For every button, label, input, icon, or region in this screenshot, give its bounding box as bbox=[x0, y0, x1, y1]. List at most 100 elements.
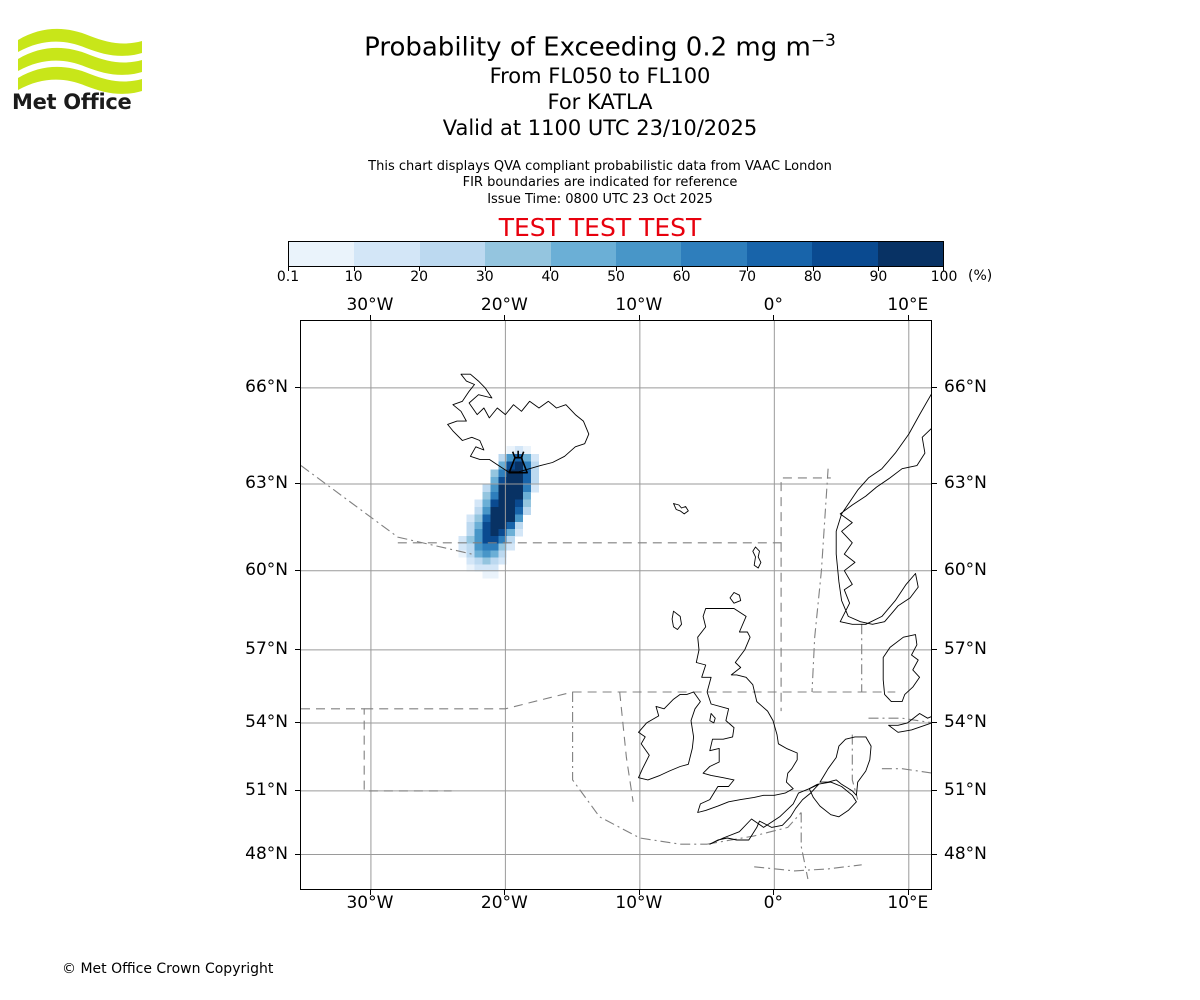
lat-tick-right-3 bbox=[932, 648, 937, 650]
probability-cell bbox=[490, 521, 499, 530]
colorbar-tick-90: 90 bbox=[869, 269, 888, 285]
probability-cell bbox=[458, 550, 467, 558]
probability-cell bbox=[506, 514, 515, 523]
probability-cell bbox=[498, 521, 507, 530]
colorbar-tickmark-30 bbox=[484, 267, 486, 271]
lon-tick-top-0 bbox=[369, 315, 371, 320]
probability-cell bbox=[482, 543, 491, 551]
katla-volcano-marker bbox=[508, 450, 528, 474]
colorbar-band-0 bbox=[289, 242, 355, 266]
colorbar-band-2 bbox=[419, 242, 486, 266]
lat-label-right-5: 51°N bbox=[944, 779, 987, 800]
colorbar-band-8 bbox=[812, 242, 878, 266]
coastline-faroe bbox=[673, 503, 689, 515]
fir-boundary-line bbox=[364, 691, 573, 710]
probability-cell bbox=[522, 445, 531, 455]
colorbar-band-7 bbox=[746, 242, 813, 266]
page-title: Probability of Exceeding 0.2 mg m−3 bbox=[0, 26, 1200, 63]
note-qva-compliance: This chart displays QVA compliant probab… bbox=[368, 159, 832, 174]
probability-cell bbox=[482, 492, 491, 500]
map-gridlines bbox=[301, 321, 931, 889]
probability-cell bbox=[498, 484, 507, 493]
lat-tick-right-2 bbox=[932, 569, 937, 571]
lon-label-bottom-0: 30°W bbox=[346, 893, 394, 913]
probability-cell bbox=[482, 507, 491, 515]
colorbar-unit-label: (%) bbox=[968, 268, 993, 284]
probability-cell bbox=[474, 536, 483, 544]
lat-label-left-2: 60°N bbox=[245, 559, 288, 580]
probability-cell bbox=[474, 499, 483, 508]
coastline-france_north bbox=[709, 783, 820, 845]
probability-cell bbox=[506, 543, 515, 551]
colorbar-tick-labels: 0.1 10 20 30 40 50 60 70 80 90 100 bbox=[277, 268, 958, 288]
probability-cell bbox=[506, 477, 515, 485]
probability-cell bbox=[490, 507, 499, 515]
subtitle-flight-levels: From FL050 to FL100 bbox=[489, 64, 711, 88]
fir-boundary-line bbox=[301, 708, 452, 792]
probability-cell bbox=[498, 550, 507, 558]
probability-cell bbox=[530, 453, 540, 462]
colorbar-tick-50: 50 bbox=[607, 269, 625, 285]
note-issue-time: Issue Time: 0800 UTC 23 Oct 2025 bbox=[487, 192, 713, 207]
probability-cell bbox=[490, 543, 499, 551]
probability-cell bbox=[490, 564, 499, 572]
probability-cell bbox=[490, 536, 499, 544]
probability-cell bbox=[506, 461, 515, 470]
lon-tick-bottom-4 bbox=[907, 890, 909, 895]
lat-tick-right-5 bbox=[932, 789, 937, 791]
probability-cell bbox=[506, 445, 515, 455]
lat-tick-right-0 bbox=[932, 386, 937, 388]
colorbar-tickmark-100 bbox=[943, 267, 944, 271]
probability-cell bbox=[482, 571, 491, 579]
colorbar-band-9 bbox=[877, 242, 944, 266]
coastline-hebrides bbox=[671, 610, 682, 630]
lon-label-bottom-2: 10°W bbox=[615, 893, 663, 913]
lon-tick-bottom-0 bbox=[369, 890, 371, 895]
probability-cell bbox=[522, 477, 531, 485]
probability-cell bbox=[522, 507, 531, 515]
lon-tick-top-1 bbox=[504, 315, 506, 320]
lon-label-bottom-3: 0° bbox=[763, 893, 783, 913]
coastline-germany_n bbox=[888, 713, 931, 733]
lon-tick-top-4 bbox=[907, 315, 909, 320]
colorbar-tickmarks bbox=[288, 267, 944, 272]
colorbar-tick-10: 10 bbox=[344, 269, 363, 285]
probability-cell bbox=[466, 564, 475, 572]
probability-cell bbox=[522, 499, 531, 508]
colorbar-tick-30: 30 bbox=[475, 269, 494, 285]
lon-tick-bottom-3 bbox=[773, 890, 775, 895]
probability-cell bbox=[482, 521, 491, 530]
probability-cell bbox=[482, 529, 491, 537]
subtitle-volcano: For KATLA bbox=[547, 90, 653, 114]
map-plot-area[interactable] bbox=[300, 320, 932, 890]
probability-cell bbox=[474, 529, 483, 537]
probability-cell bbox=[466, 543, 475, 551]
probability-cell bbox=[522, 492, 531, 500]
probability-cell bbox=[506, 529, 515, 537]
lon-label-top-1: 20°W bbox=[480, 295, 528, 315]
probability-cell bbox=[490, 529, 499, 537]
probability-cell bbox=[458, 543, 467, 551]
lon-tick-top-2 bbox=[638, 315, 640, 320]
lon-label-top-4: 10°E bbox=[887, 295, 929, 315]
coastline-ireland bbox=[638, 691, 701, 781]
lat-label-right-1: 63°N bbox=[944, 473, 987, 494]
probability-cell bbox=[482, 557, 491, 565]
colorbar-tick-20: 20 bbox=[410, 269, 429, 285]
colorbar-tickmark-60 bbox=[681, 267, 683, 271]
coastline-isle_man bbox=[709, 713, 716, 724]
lat-tick-left-4 bbox=[295, 721, 300, 723]
lat-label-right-4: 54°N bbox=[944, 711, 987, 732]
probability-cell bbox=[506, 492, 515, 500]
probability-cell bbox=[514, 514, 523, 523]
probability-cell bbox=[490, 477, 499, 485]
lat-label-left-4: 54°N bbox=[245, 711, 288, 732]
colorbar-tickmark-80 bbox=[812, 267, 814, 271]
probability-cell bbox=[498, 543, 507, 551]
probability-cell bbox=[514, 521, 523, 530]
coastline-netherlands bbox=[819, 736, 872, 796]
colorbar-band-5 bbox=[616, 242, 682, 266]
volcano-icon bbox=[508, 450, 528, 474]
lat-label-left-0: 66°N bbox=[245, 376, 288, 397]
fir-boundary-line bbox=[397, 477, 831, 544]
